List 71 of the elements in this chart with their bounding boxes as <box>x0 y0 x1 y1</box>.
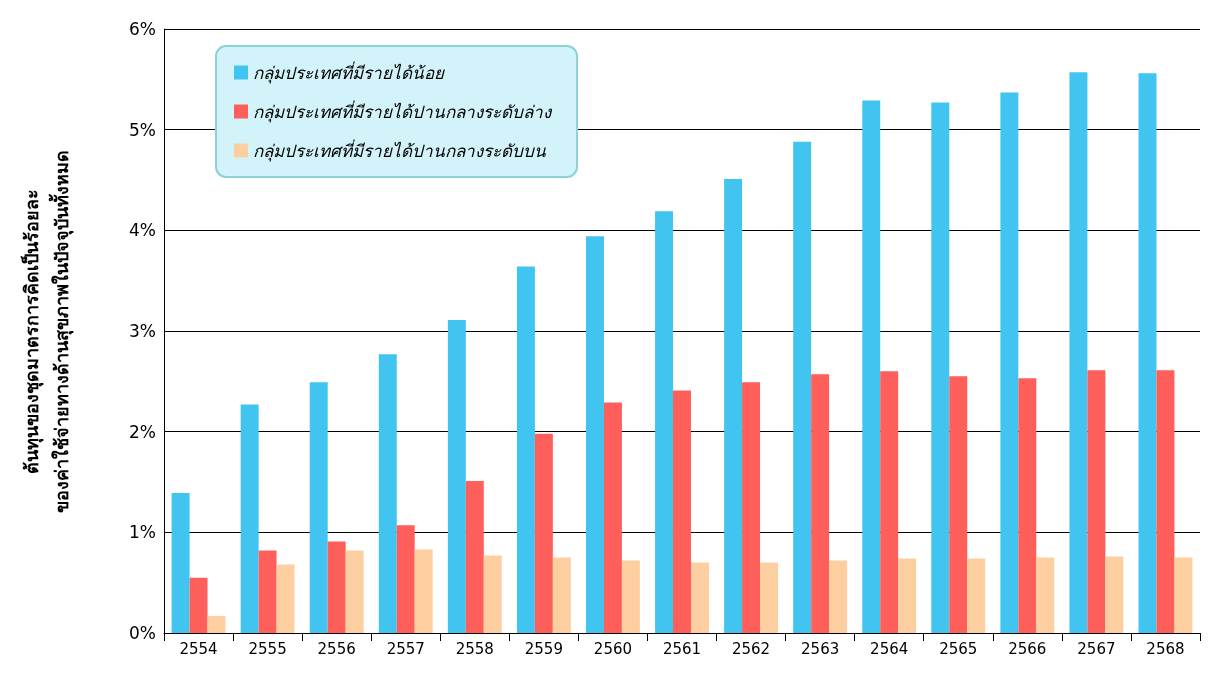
bar <box>447 319 466 633</box>
y-tick-label: 2% <box>129 421 156 442</box>
bar <box>378 354 397 633</box>
x-tick-label: 2568 <box>1146 639 1185 658</box>
bar <box>742 382 761 633</box>
bar <box>690 562 709 633</box>
bar <box>189 577 208 633</box>
bar <box>396 525 415 633</box>
bar <box>829 560 848 633</box>
x-tick-label: 2562 <box>731 639 771 658</box>
bar <box>258 550 277 633</box>
bar <box>949 376 968 633</box>
x-tick-label: 2558 <box>455 639 494 658</box>
x-tick-label: 2555 <box>248 639 287 658</box>
bar <box>655 211 674 633</box>
bar <box>276 564 295 633</box>
legend-label: กลุ่มประเทศที่มีรายได้น้อย <box>253 60 445 84</box>
bar <box>327 541 346 633</box>
x-tick-label: 2563 <box>801 639 840 658</box>
x-tick-label: 2566 <box>1008 639 1047 658</box>
x-tick-label: 2559 <box>524 639 563 658</box>
x-tick-label: 2564 <box>870 639 909 658</box>
y-tick-label: 0% <box>129 623 156 643</box>
bar <box>534 433 553 633</box>
bar <box>1156 370 1175 633</box>
bar <box>1018 378 1037 633</box>
y-tick-label: 5% <box>129 119 156 140</box>
bar <box>552 557 571 633</box>
bar <box>171 493 190 633</box>
legend-label: กลุ่มประเทศที่มีรายได้ปานกลางระดับล่าง <box>253 99 553 123</box>
bar <box>1036 557 1055 633</box>
x-tick-label: 2567 <box>1077 639 1116 658</box>
y-tick-label: 1% <box>129 522 156 543</box>
x-tick-label: 2565 <box>939 639 978 658</box>
y-tick-label: 3% <box>129 321 156 341</box>
bar <box>586 236 604 633</box>
bar <box>862 100 881 633</box>
x-tick-label: 2556 <box>317 639 356 658</box>
bar <box>898 558 917 633</box>
bar <box>465 480 484 633</box>
x-tick-label: 2554 <box>179 639 218 658</box>
bar <box>483 555 502 633</box>
bar <box>603 402 622 633</box>
bar <box>1138 73 1157 633</box>
bar <box>516 266 535 633</box>
bar <box>967 558 986 633</box>
bar <box>240 404 259 633</box>
bar <box>760 562 778 633</box>
bar <box>1105 556 1124 633</box>
bar <box>880 371 899 633</box>
bar <box>931 102 950 633</box>
bar <box>207 615 226 633</box>
bar <box>673 390 691 633</box>
bar <box>1069 72 1088 633</box>
bar <box>1087 370 1106 633</box>
x-tick-label: 2557 <box>386 639 425 658</box>
bar <box>1000 92 1019 633</box>
bar <box>345 550 364 633</box>
bar <box>309 382 328 633</box>
bar <box>811 374 830 633</box>
bar <box>793 141 812 633</box>
bar <box>621 560 640 633</box>
y-axis-title: ต้นทุนของชุดมาตรการคิดเป็นร้อยละ ของค่าใช้จ่ายทางด้านสุขภาพในปัจจุบันทั้งหมด <box>19 149 74 513</box>
x-tick-label: 2561 <box>662 639 702 658</box>
y-tick-label: 4% <box>129 220 156 241</box>
y-tick-label: 6% <box>129 19 156 39</box>
x-tick-label: 2560 <box>593 639 633 658</box>
legend-label: กลุ่มประเทศที่มีรายได้ปานกลางระดับบน <box>253 138 546 162</box>
bar <box>414 549 433 633</box>
bar <box>724 178 743 633</box>
bar <box>1174 557 1193 633</box>
